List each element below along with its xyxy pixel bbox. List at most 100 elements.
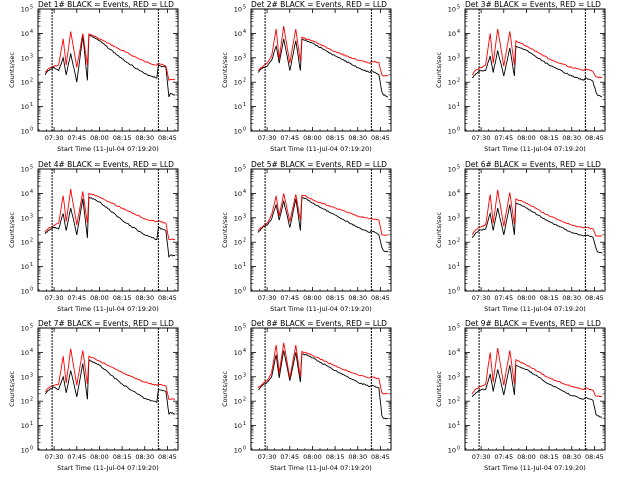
lld-series-line bbox=[257, 26, 389, 77]
plot-frame bbox=[250, 168, 392, 292]
x-tick-label: 08:30 bbox=[348, 294, 367, 302]
x-axis-label: Start Time (11-Jul-04 07:19:20) bbox=[57, 305, 159, 313]
x-tick-label: 07:30 bbox=[258, 453, 277, 461]
x-tick-label: 08:30 bbox=[562, 294, 581, 302]
y-tick-label: 10 bbox=[234, 239, 242, 247]
x-tick-label: 07:30 bbox=[472, 134, 491, 142]
y-tick-exponent: 1 bbox=[30, 421, 33, 427]
y-tick-exponent: 3 bbox=[243, 372, 246, 378]
y-tick-exponent: 0 bbox=[457, 287, 460, 293]
y-tick-exponent: 5 bbox=[30, 5, 33, 11]
y-tick-exponent: 1 bbox=[457, 262, 460, 268]
x-tick-label: 08:30 bbox=[348, 453, 367, 461]
y-tick-label: 10 bbox=[234, 6, 242, 14]
x-tick-label: 07:45 bbox=[67, 294, 86, 302]
y-tick-label: 10 bbox=[448, 263, 456, 271]
y-tick-label: 10 bbox=[21, 79, 29, 87]
lld-series-line bbox=[471, 189, 603, 237]
y-tick-exponent: 3 bbox=[30, 372, 33, 378]
x-tick-label: 07:45 bbox=[494, 294, 513, 302]
y-tick-exponent: 2 bbox=[457, 397, 460, 403]
panel-det-7: Det 7# BLACK = Events, RED = LLD Counts/s… bbox=[8, 319, 179, 472]
y-tick-label: 10 bbox=[21, 190, 29, 198]
panel-det-8: Det 8# BLACK = Events, RED = LLD Counts/s… bbox=[221, 319, 392, 472]
y-tick-exponent: 4 bbox=[243, 348, 246, 354]
y-axis-label: Counts/sec bbox=[8, 212, 16, 248]
y-tick-label: 10 bbox=[234, 54, 242, 62]
x-tick-label: 08:30 bbox=[348, 134, 367, 142]
y-tick-label: 10 bbox=[448, 166, 456, 174]
y-tick-exponent: 4 bbox=[30, 348, 33, 354]
y-tick-exponent: 1 bbox=[30, 262, 33, 268]
y-tick-label: 10 bbox=[448, 79, 456, 87]
y-tick-label: 10 bbox=[448, 373, 456, 381]
plot-frame bbox=[37, 8, 179, 132]
x-axis-label: Start Time (11-Jul-04 07:19:20) bbox=[57, 464, 159, 472]
y-tick-label: 10 bbox=[234, 103, 242, 111]
y-tick-label: 10 bbox=[234, 79, 242, 87]
y-tick-exponent: 5 bbox=[457, 324, 460, 330]
x-tick-label: 07:45 bbox=[494, 453, 513, 461]
y-tick-label: 10 bbox=[21, 349, 29, 357]
y-tick-exponent: 4 bbox=[457, 29, 460, 35]
y-tick-exponent: 2 bbox=[30, 78, 33, 84]
y-tick-label: 10 bbox=[448, 103, 456, 111]
y-axis-label: Counts/sec bbox=[435, 371, 443, 407]
y-tick-label: 10 bbox=[21, 54, 29, 62]
x-tick-label: 08:45 bbox=[158, 453, 177, 461]
lld-series-line bbox=[471, 29, 603, 79]
events-series-line bbox=[257, 350, 389, 420]
chart-title: Det 5# BLACK = Events, RED = LLD bbox=[251, 160, 387, 169]
y-tick-label: 10 bbox=[21, 239, 29, 247]
panel-det-9: Det 9# BLACK = Events, RED = LLD Counts/s… bbox=[435, 319, 606, 472]
y-tick-exponent: 2 bbox=[243, 397, 246, 403]
x-tick-label: 07:45 bbox=[67, 453, 86, 461]
y-tick-exponent: 2 bbox=[457, 78, 460, 84]
y-tick-exponent: 0 bbox=[243, 287, 246, 293]
y-tick-label: 10 bbox=[448, 30, 456, 38]
panel-det-4: Det 4# BLACK = Events, RED = LLD Counts/s… bbox=[8, 160, 179, 313]
x-tick-label: 08:15 bbox=[113, 294, 132, 302]
y-tick-exponent: 5 bbox=[243, 5, 246, 11]
y-tick-exponent: 3 bbox=[30, 213, 33, 219]
x-tick-label: 08:45 bbox=[158, 134, 177, 142]
y-tick-label: 10 bbox=[234, 128, 242, 136]
y-tick-label: 10 bbox=[21, 398, 29, 406]
events-series-line bbox=[471, 364, 603, 418]
x-tick-label: 07:45 bbox=[67, 134, 86, 142]
y-axis-label: Counts/sec bbox=[221, 371, 229, 407]
x-axis-label: Start Time (11-Jul-04 07:19:20) bbox=[57, 145, 159, 153]
y-tick-exponent: 5 bbox=[457, 5, 460, 11]
y-tick-label: 10 bbox=[448, 398, 456, 406]
x-axis-label: Start Time (11-Jul-04 07:19:20) bbox=[270, 145, 372, 153]
x-tick-label: 08:45 bbox=[371, 453, 390, 461]
plot-frame bbox=[250, 327, 392, 451]
x-tick-label: 08:00 bbox=[90, 134, 109, 142]
y-tick-label: 10 bbox=[234, 447, 242, 455]
y-tick-exponent: 0 bbox=[243, 127, 246, 133]
chart-title: Det 8# BLACK = Events, RED = LLD bbox=[251, 319, 387, 328]
y-tick-label: 10 bbox=[21, 103, 29, 111]
x-tick-label: 07:30 bbox=[258, 134, 277, 142]
events-series-line bbox=[257, 38, 389, 98]
plot-frame bbox=[464, 327, 606, 451]
y-tick-exponent: 5 bbox=[243, 324, 246, 330]
x-tick-label: 07:45 bbox=[280, 294, 299, 302]
y-tick-label: 10 bbox=[448, 239, 456, 247]
y-tick-label: 10 bbox=[234, 214, 242, 222]
x-tick-label: 07:45 bbox=[280, 453, 299, 461]
y-tick-exponent: 0 bbox=[30, 287, 33, 293]
lld-series-line bbox=[44, 31, 176, 82]
y-tick-exponent: 2 bbox=[243, 78, 246, 84]
y-tick-exponent: 5 bbox=[30, 324, 33, 330]
chart-title: Det 2# BLACK = Events, RED = LLD bbox=[251, 0, 387, 9]
y-tick-label: 10 bbox=[234, 263, 242, 271]
y-tick-label: 10 bbox=[448, 190, 456, 198]
x-tick-label: 07:30 bbox=[472, 294, 491, 302]
y-tick-label: 10 bbox=[21, 422, 29, 430]
y-axis-label: Counts/sec bbox=[435, 212, 443, 248]
x-tick-label: 08:15 bbox=[326, 294, 345, 302]
y-tick-exponent: 1 bbox=[457, 102, 460, 108]
y-axis-label: Counts/sec bbox=[221, 52, 229, 88]
y-tick-label: 10 bbox=[21, 214, 29, 222]
